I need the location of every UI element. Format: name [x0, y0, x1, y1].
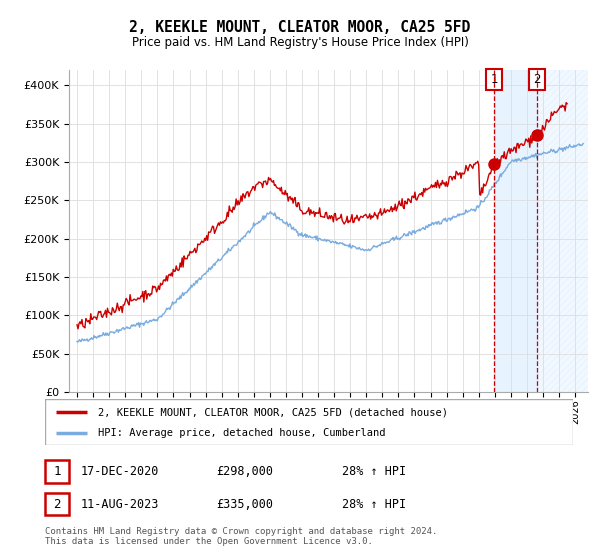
Text: Contains HM Land Registry data © Crown copyright and database right 2024.
This d: Contains HM Land Registry data © Crown c… [45, 526, 437, 546]
Text: 2: 2 [533, 73, 541, 86]
Text: 2, KEEKLE MOUNT, CLEATOR MOOR, CA25 5FD: 2, KEEKLE MOUNT, CLEATOR MOOR, CA25 5FD [130, 20, 470, 35]
Text: 1: 1 [490, 73, 498, 86]
Text: 11-AUG-2023: 11-AUG-2023 [81, 497, 160, 511]
Text: HPI: Average price, detached house, Cumberland: HPI: Average price, detached house, Cumb… [98, 428, 385, 438]
Text: 28% ↑ HPI: 28% ↑ HPI [342, 497, 406, 511]
FancyBboxPatch shape [45, 399, 573, 445]
Text: £298,000: £298,000 [216, 465, 273, 478]
Text: 2: 2 [53, 497, 61, 511]
Text: 2, KEEKLE MOUNT, CLEATOR MOOR, CA25 5FD (detached house): 2, KEEKLE MOUNT, CLEATOR MOOR, CA25 5FD … [98, 407, 448, 417]
Text: 1: 1 [53, 465, 61, 478]
Bar [494, 70, 537, 392]
Text: 17-DEC-2020: 17-DEC-2020 [81, 465, 160, 478]
Bar [537, 70, 588, 392]
Text: Price paid vs. HM Land Registry's House Price Index (HPI): Price paid vs. HM Land Registry's House … [131, 36, 469, 49]
Text: £335,000: £335,000 [216, 497, 273, 511]
Text: 28% ↑ HPI: 28% ↑ HPI [342, 465, 406, 478]
